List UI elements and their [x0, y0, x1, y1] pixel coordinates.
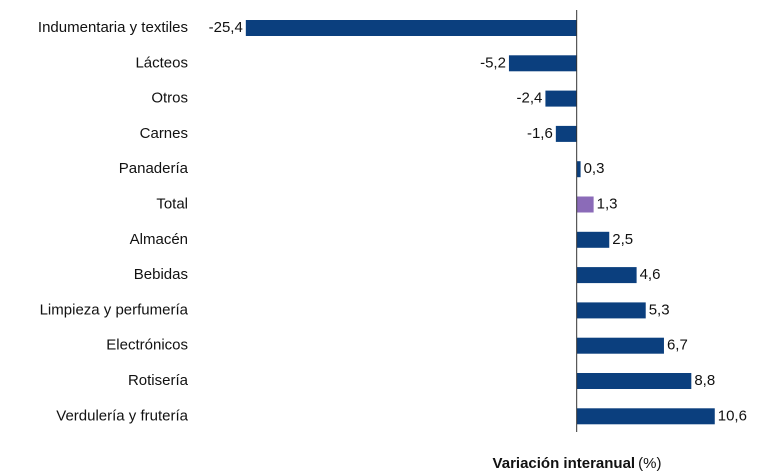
- x-axis-label-main: Variación interanual: [493, 455, 636, 472]
- y-tick-label: Panadería: [119, 160, 189, 177]
- data-label: 6,7: [667, 337, 688, 354]
- data-label: 0,3: [584, 160, 605, 177]
- data-label: -5,2: [480, 54, 506, 71]
- data-label: 1,3: [597, 195, 618, 212]
- data-label: 2,5: [612, 231, 633, 248]
- bar: [576, 408, 715, 425]
- bar: [245, 20, 577, 36]
- bar: [576, 231, 610, 248]
- y-tick-label: Otros: [151, 90, 188, 107]
- y-tick-label: Almacén: [130, 231, 188, 248]
- x-axis-label-unit: (%): [638, 455, 661, 472]
- bar: [576, 302, 646, 319]
- y-tick-label: Indumentaria y textiles: [38, 19, 188, 36]
- data-label: 4,6: [640, 266, 661, 283]
- bar: [576, 196, 594, 213]
- x-axis-label: Variación interanual (%): [493, 455, 662, 472]
- y-tick-label: Limpieza y perfumería: [40, 301, 189, 318]
- data-label: -25,4: [209, 19, 243, 36]
- y-tick-label: Verdulería y frutería: [56, 407, 188, 424]
- y-tick-label: Electrónicos: [106, 337, 188, 354]
- data-label: 8,8: [694, 372, 715, 389]
- data-label: -2,4: [517, 90, 543, 107]
- y-tick-label: Lácteos: [135, 54, 188, 71]
- data-label: 10,6: [718, 407, 747, 424]
- bar: [576, 337, 664, 354]
- bar: [508, 55, 577, 72]
- bar: [576, 161, 581, 178]
- y-tick-label: Rotisería: [128, 372, 189, 389]
- bar: [576, 267, 637, 284]
- bar: [545, 90, 577, 107]
- bar: [576, 373, 692, 389]
- y-tick-label: Carnes: [140, 125, 188, 142]
- data-label: 5,3: [649, 301, 670, 318]
- data-label: -1,6: [527, 125, 553, 142]
- bar: [555, 125, 577, 142]
- y-tick-label: Total: [156, 195, 188, 212]
- y-tick-label: Bebidas: [134, 266, 188, 283]
